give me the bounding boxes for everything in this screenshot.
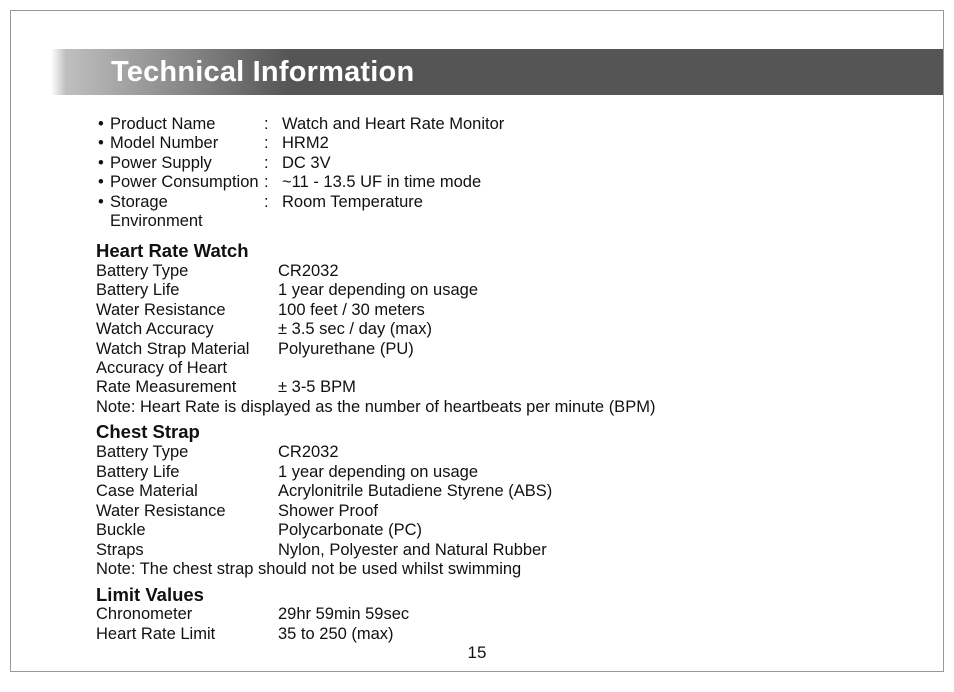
section-heart-rate-watch: Battery TypeCR2032 Battery Life1 year de… xyxy=(96,262,858,418)
spec-row: StrapsNylon, Polyester and Natural Rubbe… xyxy=(96,541,858,560)
spec-value: 100 feet / 30 meters xyxy=(278,301,858,320)
spec-label: Chronometer xyxy=(96,605,278,624)
section-heading-limit-values: Limit Values xyxy=(96,584,858,606)
spec-row: Accuracy of Heart xyxy=(96,359,858,378)
spec-value: 1 year depending on usage xyxy=(278,281,858,300)
spec-colon: : xyxy=(264,154,282,173)
spec-row: • Power Consumption : ~11 - 13.5 UF in t… xyxy=(96,173,858,192)
spec-row: Water Resistance100 feet / 30 meters xyxy=(96,301,858,320)
spec-label: Heart Rate Limit xyxy=(96,625,278,644)
spec-row: Battery Life1 year depending on usage xyxy=(96,281,858,300)
spec-label: Battery Type xyxy=(96,443,278,462)
page-number: 15 xyxy=(11,643,943,663)
spec-label: Accuracy of Heart xyxy=(96,359,278,378)
spec-value: ~11 - 13.5 UF in time mode xyxy=(282,173,858,192)
spec-value: 1 year depending on usage xyxy=(278,463,858,482)
spec-label: Water Resistance xyxy=(96,502,278,521)
spec-value: Polycarbonate (PC) xyxy=(278,521,858,540)
spec-value: CR2032 xyxy=(278,262,858,281)
section-note: Note: Heart Rate is displayed as the num… xyxy=(96,398,858,417)
spec-label: Case Material xyxy=(96,482,278,501)
spec-value: Watch and Heart Rate Monitor xyxy=(282,115,858,134)
spec-value: 35 to 250 (max) xyxy=(278,625,858,644)
spec-row: • Power Supply : DC 3V xyxy=(96,154,858,173)
spec-colon: : xyxy=(264,115,282,134)
spec-row: BucklePolycarbonate (PC) xyxy=(96,521,858,540)
content-area: • Product Name : Watch and Heart Rate Mo… xyxy=(11,95,943,644)
spec-value: Acrylonitrile Butadiene Styrene (ABS) xyxy=(278,482,858,501)
spec-colon: : xyxy=(264,134,282,153)
spec-label: Product Name xyxy=(110,115,264,134)
spec-row: Case MaterialAcrylonitrile Butadiene Sty… xyxy=(96,482,858,501)
spec-row: • Storage Environment : Room Temperature xyxy=(96,193,858,232)
spec-row: Watch Strap MaterialPolyurethane (PU) xyxy=(96,340,858,359)
top-specs: • Product Name : Watch and Heart Rate Mo… xyxy=(96,115,858,232)
spec-label: Power Supply xyxy=(110,154,264,173)
bullet-icon: • xyxy=(96,173,110,192)
spec-colon: : xyxy=(264,173,282,192)
spec-value: Room Temperature xyxy=(282,193,858,212)
page-frame: Technical Information • Product Name : W… xyxy=(10,10,944,672)
spec-label: Power Consumption xyxy=(110,173,264,192)
spec-row: • Model Number : HRM2 xyxy=(96,134,858,153)
spec-value: Shower Proof xyxy=(278,502,858,521)
spec-row: Battery Life1 year depending on usage xyxy=(96,463,858,482)
spec-row: Watch Accuracy± 3.5 sec / day (max) xyxy=(96,320,858,339)
spec-label: Model Number xyxy=(110,134,264,153)
spec-label: Battery Type xyxy=(96,262,278,281)
header-band: Technical Information xyxy=(11,49,943,95)
section-heading-chest-strap: Chest Strap xyxy=(96,421,858,443)
spec-row: Battery TypeCR2032 xyxy=(96,443,858,462)
spec-label: Water Resistance xyxy=(96,301,278,320)
spec-row: Water ResistanceShower Proof xyxy=(96,502,858,521)
header-gradient: Technical Information xyxy=(11,49,943,95)
bullet-icon: • xyxy=(96,115,110,134)
spec-row: • Product Name : Watch and Heart Rate Mo… xyxy=(96,115,858,134)
spec-label: Battery Life xyxy=(96,463,278,482)
section-limit-values: Chronometer29hr 59min 59sec Heart Rate L… xyxy=(96,605,858,644)
spec-label: Rate Measurement xyxy=(96,378,278,397)
bullet-icon: • xyxy=(96,134,110,153)
spec-value: DC 3V xyxy=(282,154,858,173)
spec-value xyxy=(278,359,858,378)
section-chest-strap: Battery TypeCR2032 Battery Life1 year de… xyxy=(96,443,858,579)
spec-label: Storage Environment xyxy=(110,193,264,232)
bullet-icon: • xyxy=(96,193,110,212)
section-note: Note: The chest strap should not be used… xyxy=(96,560,858,579)
spec-label: Watch Strap Material xyxy=(96,340,278,359)
spec-label: Watch Accuracy xyxy=(96,320,278,339)
spec-label: Buckle xyxy=(96,521,278,540)
spec-colon: : xyxy=(264,193,282,212)
bullet-icon: • xyxy=(96,154,110,173)
spec-row: Heart Rate Limit35 to 250 (max) xyxy=(96,625,858,644)
spec-value: ± 3-5 BPM xyxy=(278,378,858,397)
spec-row: Battery TypeCR2032 xyxy=(96,262,858,281)
spec-value: Nylon, Polyester and Natural Rubber xyxy=(278,541,858,560)
spec-row: Rate Measurement± 3-5 BPM xyxy=(96,378,858,397)
section-heading-heart-rate-watch: Heart Rate Watch xyxy=(96,240,858,262)
spec-value: HRM2 xyxy=(282,134,858,153)
spec-value: ± 3.5 sec / day (max) xyxy=(278,320,858,339)
page-title: Technical Information xyxy=(111,56,414,89)
spec-label: Straps xyxy=(96,541,278,560)
spec-value: 29hr 59min 59sec xyxy=(278,605,858,624)
spec-value: CR2032 xyxy=(278,443,858,462)
spec-label: Battery Life xyxy=(96,281,278,300)
spec-value: Polyurethane (PU) xyxy=(278,340,858,359)
spec-row: Chronometer29hr 59min 59sec xyxy=(96,605,858,624)
